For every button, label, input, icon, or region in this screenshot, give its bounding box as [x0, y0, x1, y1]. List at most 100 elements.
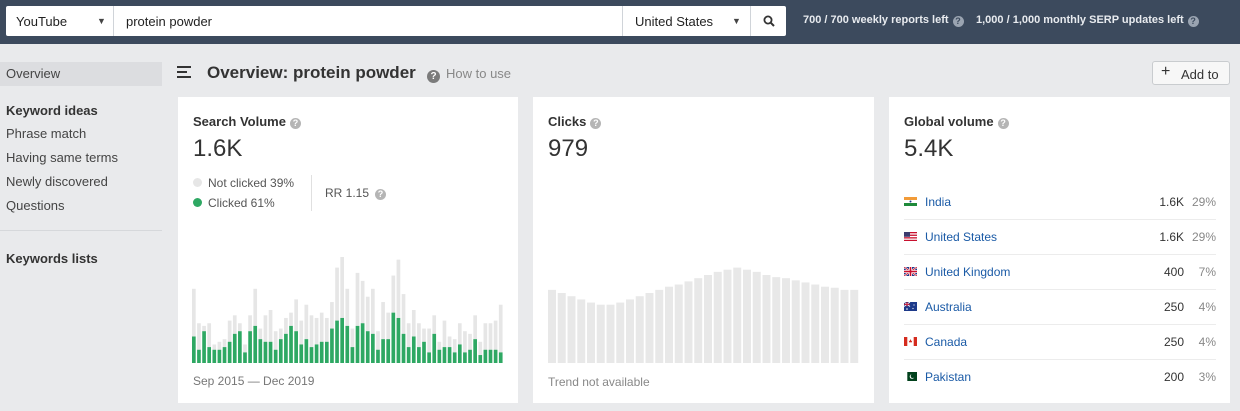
search-engine-label: YouTube [16, 14, 68, 29]
return-rate-text: RR 1.15 [325, 186, 370, 200]
clicked-bar [212, 349, 217, 363]
not-clicked-bar [202, 325, 206, 332]
clicked-bar [406, 347, 411, 363]
search-icon [763, 15, 775, 27]
country-link[interactable]: United States [925, 230, 998, 244]
india-flag-icon [904, 197, 917, 206]
country-link[interactable]: Canada [925, 335, 968, 349]
how-to-use-link[interactable]: ? How to use [427, 66, 511, 83]
not-clicked-bar [473, 315, 477, 340]
sidebar-item-having-same-terms[interactable]: Having same terms [6, 150, 118, 165]
plus-icon: + [1161, 63, 1171, 80]
clicks-trend-bar [830, 287, 839, 363]
legend-dot [193, 198, 202, 207]
divider [311, 175, 312, 211]
question-icon[interactable]: ? [590, 118, 602, 129]
clicked-bar [335, 320, 339, 363]
country-row: Canada 250 4% [904, 325, 1216, 360]
country-link[interactable]: India [925, 195, 952, 209]
country-row: United Kingdom 400 7% [904, 255, 1216, 290]
not-clicked-bar [381, 302, 385, 340]
keyword-search-input[interactable] [114, 6, 622, 36]
country-percent: 29% [1191, 195, 1216, 209]
clicked-bar [238, 331, 242, 363]
add-to-button[interactable]: + Add to [1152, 61, 1230, 85]
not-clicked-bar [299, 320, 304, 345]
search-engine-select[interactable]: YouTube ▼ [6, 6, 114, 36]
sidebar-item-questions[interactable]: Questions [6, 198, 65, 213]
country-select[interactable]: United States ▼ [622, 6, 750, 36]
clicked-bar [258, 339, 263, 363]
clicks-trend-bar [772, 277, 781, 363]
clicks-trend-bar [548, 289, 556, 363]
legend-clicked-text: Clicked 61% [208, 196, 275, 210]
question-icon[interactable]: ? [952, 16, 964, 27]
country-volume: 1.6K [1159, 230, 1184, 244]
clicked-bar [192, 336, 196, 363]
sidebar-item-phrase-match[interactable]: Phrase match [6, 126, 87, 141]
not-clicked-bar [253, 288, 258, 326]
clicked-bar [401, 333, 406, 363]
country-link[interactable]: Pakistan [925, 370, 972, 384]
not-clicked-bar [284, 317, 288, 334]
clicked-bar [304, 339, 309, 363]
country-link[interactable]: Australia [925, 300, 972, 314]
clicks-label: Clicks? [548, 114, 602, 129]
clicked-bar [207, 347, 212, 363]
sidebar-heading-keywords-lists[interactable]: Keywords lists [6, 251, 98, 266]
global-volume-card: Global volume? 5.4K India 1.6K 29% Unite… [889, 97, 1230, 403]
not-clicked-bar [406, 323, 411, 348]
clicks-trend-bar [674, 284, 683, 363]
search-volume-chart [192, 257, 503, 363]
clicked-bar [355, 325, 360, 363]
clicks-trend-bar [791, 280, 800, 363]
clicked-bar [427, 352, 431, 363]
search-volume-label: Search Volume? [193, 114, 301, 129]
trend-not-available: Trend not available [548, 375, 650, 389]
clicked-bar [202, 331, 206, 363]
clicked-bar [330, 328, 334, 363]
search-volume-value: 1.6K [193, 135, 243, 162]
hamburger-menu-icon[interactable] [177, 66, 191, 78]
not-clicked-bar [197, 323, 201, 350]
clicks-trend-bar [606, 304, 615, 363]
clicked-bar [498, 352, 503, 363]
country-volume: 400 [1163, 265, 1184, 279]
search-button[interactable] [750, 6, 786, 36]
clicks-trend-bar [850, 289, 859, 363]
question-icon[interactable]: ? [289, 118, 301, 129]
clicked-bar [437, 349, 442, 363]
country-percent: 4% [1198, 335, 1216, 349]
clicks-trend-bar [821, 286, 829, 363]
clicks-trend-bar [587, 302, 595, 363]
clicked-bar [376, 349, 380, 363]
sidebar-item-overview[interactable]: Overview [0, 62, 162, 86]
country-link[interactable]: United Kingdom [925, 265, 1011, 279]
sidebar-heading-keyword-ideas[interactable]: Keyword ideas [6, 103, 98, 118]
clicked-bar [232, 333, 237, 363]
clicks-trend-bar [567, 296, 576, 363]
not-clicked-bar [457, 323, 462, 345]
clicked-bar [452, 352, 457, 363]
country-row: Pakistan 200 3% [904, 360, 1216, 395]
sidebar-item-newly-discovered[interactable]: Newly discovered [6, 174, 108, 189]
question-icon[interactable]: ? [375, 189, 387, 200]
not-clicked-bar [386, 312, 391, 340]
clicks-trend-bar [557, 293, 566, 363]
question-icon[interactable]: ? [997, 118, 1009, 129]
clicked-bar [493, 349, 498, 363]
not-clicked-bar [452, 339, 457, 353]
clicked-bar [340, 317, 345, 363]
country-percent: 7% [1198, 265, 1216, 279]
search-volume-card: Search Volume? 1.6K Not clicked 39% Clic… [178, 97, 518, 403]
question-icon[interactable]: ? [1187, 16, 1199, 27]
not-clicked-bar [411, 310, 416, 337]
clicked-bar [432, 333, 437, 363]
country-row: India 1.6K 29% [904, 185, 1216, 220]
country-percent: 3% [1198, 370, 1216, 384]
not-clicked-bar [294, 299, 298, 332]
page-title: Overview: protein powder [207, 63, 416, 82]
clicked-bar [309, 347, 314, 363]
clicked-bar [243, 352, 247, 363]
country-select-label: United States [635, 14, 714, 29]
